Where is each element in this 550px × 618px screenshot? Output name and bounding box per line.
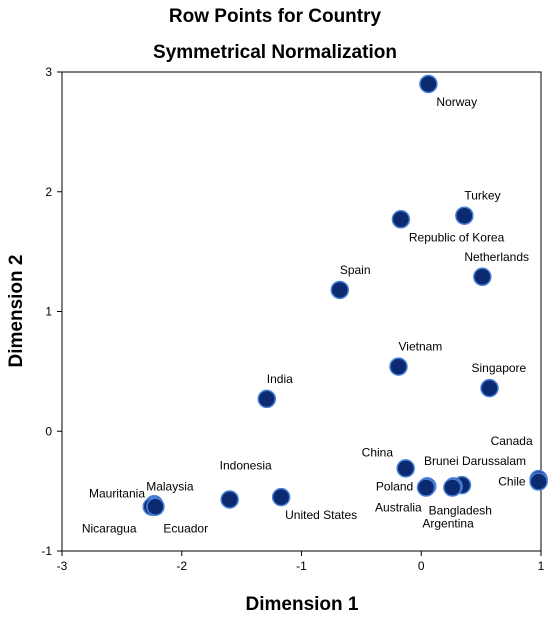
point-label: Ecuador (163, 522, 208, 536)
plot-area-frame (61, 71, 542, 552)
y-tick-label: 3 (45, 65, 52, 79)
point-label: Chile (498, 475, 526, 489)
y-tick-label: 2 (45, 185, 52, 199)
data-point (455, 206, 474, 225)
data-point (416, 478, 436, 497)
data-point (396, 459, 415, 478)
point-label: Argentina (422, 517, 474, 531)
point-label: Republic of Korea (409, 230, 505, 244)
x-tick-label: -1 (296, 559, 307, 573)
point-label: Vietnam (398, 340, 442, 354)
point-label: Netherlands (464, 250, 529, 264)
x-tick-label: -2 (176, 559, 187, 573)
data-point (529, 472, 548, 491)
data-point (330, 280, 350, 300)
point-label: Brunei Darussalam (424, 454, 526, 468)
x-tick-label: 1 (538, 559, 545, 573)
x-tick-label: 0 (418, 559, 425, 573)
point-label: India (267, 372, 293, 386)
point-label: Poland (376, 479, 413, 493)
point-label: United States (285, 508, 357, 522)
point-label: Australia (375, 501, 422, 515)
point-label: Bangladesh (429, 503, 492, 517)
point-label: Indonesia (220, 459, 272, 473)
data-point (419, 74, 438, 94)
x-tick-label: -3 (57, 559, 68, 573)
point-label: Canada (491, 434, 533, 448)
data-point (220, 490, 239, 509)
data-point (257, 389, 277, 409)
point-label: Malaysia (146, 479, 194, 493)
point-label: Turkey (464, 189, 500, 203)
data-point (391, 210, 411, 229)
data-point (480, 378, 499, 398)
point-label: Mauritania (89, 486, 145, 500)
point-label: Nicaragua (82, 522, 137, 536)
y-tick-label: -1 (41, 544, 52, 558)
data-point (271, 487, 291, 507)
point-labels: Norway Turkey Republic of Korea Netherlands… (82, 95, 533, 536)
y-tick-label: 1 (45, 305, 52, 319)
data-point (146, 497, 165, 516)
point-label: Singapore (472, 361, 527, 375)
point-label: Norway (436, 95, 477, 109)
data-point (473, 267, 492, 287)
axis-ticks: -3 -2 -1 0 1 -1 0 1 2 3 (41, 65, 544, 573)
chart-subtitle: Symmetrical Normalization (153, 42, 397, 63)
data-point (443, 478, 462, 497)
point-label: Spain (340, 263, 371, 277)
chart-title: Row Points for Country (168, 6, 382, 27)
y-tick-label: 0 (45, 424, 52, 438)
point-label: China (362, 445, 394, 459)
x-axis-title: Dimension 1 (246, 594, 359, 615)
data-point (389, 357, 408, 376)
data-points (142, 74, 548, 516)
y-axis-title: Dimension 2 (6, 255, 27, 368)
